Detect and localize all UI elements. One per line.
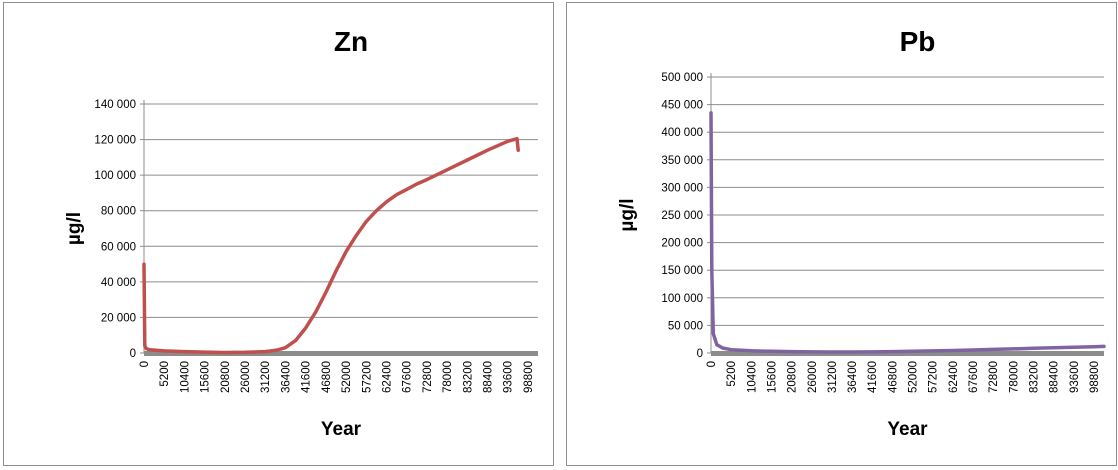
chart-title: Pb [900, 26, 936, 57]
y-tick-label: 150 000 [661, 265, 703, 277]
y-tick-label: 300 000 [661, 182, 703, 194]
x-tick-label: 5200 [726, 361, 738, 387]
x-axis-line [144, 351, 538, 356]
pb-chart: Pb 0 50 000 100 000 150 000 200 000 250 000 300… [617, 26, 1106, 440]
x-tick-label: 72800 [988, 361, 1000, 393]
x-tick-label: 31200 [260, 361, 272, 393]
y-axis-title: µg/l [617, 198, 638, 231]
y-tick-label: 250 000 [661, 210, 703, 222]
x-tick-label: 62400 [381, 361, 393, 393]
x-tick-label: 93600 [503, 361, 515, 393]
x-tick-label: 67600 [402, 361, 414, 393]
x-tick-label: 15600 [200, 361, 212, 393]
x-tick-label: 26000 [807, 361, 819, 393]
chart-title: Zn [334, 26, 368, 57]
x-tick-label: 83200 [1028, 361, 1040, 393]
x-tick-label: 83200 [462, 361, 474, 393]
x-tick-label: 0 [139, 361, 151, 367]
x-tick-label: 20800 [220, 361, 232, 393]
series-line [142, 136, 520, 355]
x-tick-label: 10400 [746, 361, 758, 393]
x-tick-label: 78000 [442, 361, 454, 393]
y-tick-label: 450 000 [661, 100, 703, 112]
y-tick-label: 0 [697, 348, 703, 360]
x-tick-label: 0 [706, 361, 718, 367]
y-tick-label: 0 [130, 348, 136, 360]
x-tick-label: 67600 [968, 361, 980, 393]
y-tick-label: 400 000 [661, 127, 703, 139]
y-tick-label: 40 000 [101, 277, 136, 289]
x-tick-label: 72800 [422, 361, 434, 393]
x-tick-label: 52000 [908, 361, 920, 393]
y-tick-label: 100 000 [661, 293, 703, 305]
y-tick-label: 60 000 [101, 241, 136, 253]
x-tick-label: 98800 [523, 361, 535, 393]
x-tick-label: 62400 [948, 361, 960, 393]
x-tick-label: 88400 [482, 361, 494, 393]
y-tick-label: 50 000 [668, 320, 703, 332]
x-tick-label: 31200 [827, 361, 839, 393]
x-tick-label: 52000 [341, 361, 353, 393]
x-tick-label: 46800 [887, 361, 899, 393]
y-tick-label: 100 000 [94, 170, 136, 182]
x-tick-label: 20800 [787, 361, 799, 393]
x-tick-label: 15600 [766, 361, 778, 393]
y-axis-title: µg/l [64, 212, 85, 245]
zn-chart: Zn 0 20 000 40 000 60 000 80 000 100 000 120 00… [64, 26, 538, 440]
x-tick-label: 41600 [867, 361, 879, 393]
y-tick-label: 80 000 [101, 206, 136, 218]
pb-chart-panel: Pb 0 50 000 100 000 150 000 200 000 250 000 300… [566, 2, 1117, 466]
x-axis-title: Year [321, 419, 362, 440]
x-tick-label: 41600 [301, 361, 313, 393]
x-tick-label: 5200 [159, 361, 171, 387]
x-tick-label: 26000 [240, 361, 252, 393]
x-axis-title: Year [887, 419, 928, 440]
x-tick-label: 98800 [1089, 361, 1101, 393]
x-tick-label: 46800 [321, 361, 333, 393]
y-tick-label: 200 000 [661, 238, 703, 250]
x-tick-label: 78000 [1008, 361, 1020, 393]
x-tick-label: 57200 [928, 361, 940, 393]
y-tick-label: 350 000 [661, 155, 703, 167]
x-tick-label: 57200 [361, 361, 373, 393]
x-axis-line [711, 351, 1104, 356]
x-tick-label: 10400 [179, 361, 191, 393]
y-tick-label: 120 000 [94, 135, 136, 147]
y-tick-label: 140 000 [94, 99, 136, 111]
x-tick-label: 93600 [1069, 361, 1081, 393]
series-line [709, 111, 1106, 354]
x-tick-label: 36400 [847, 361, 859, 393]
x-tick-label: 36400 [280, 361, 292, 393]
y-tick-label: 500 000 [661, 72, 703, 84]
y-tick-label: 20 000 [101, 312, 136, 324]
x-tick-label: 88400 [1049, 361, 1061, 393]
zn-chart-panel: Zn 0 20 000 40 000 60 000 80 000 100 000 120 00… [3, 2, 554, 466]
